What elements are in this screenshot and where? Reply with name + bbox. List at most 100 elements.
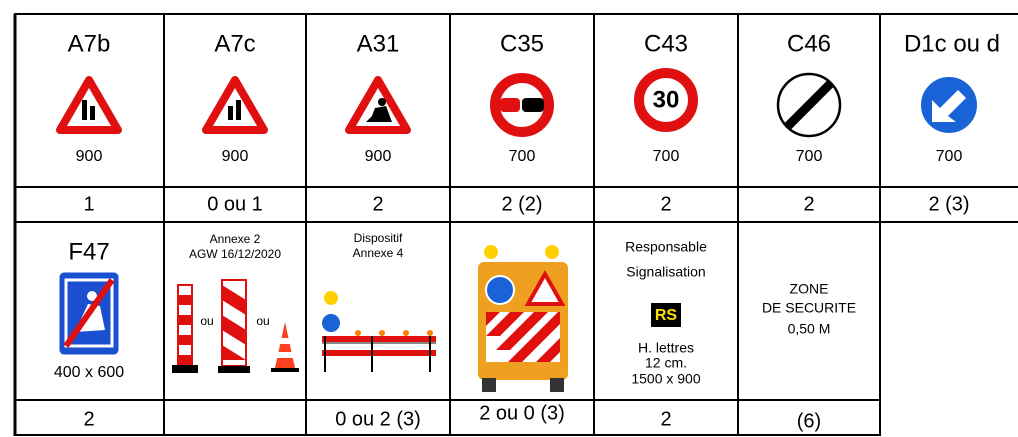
cell-text: 2 [83,408,94,430]
rule [783,79,835,131]
cell-text: 700 [653,148,680,165]
icon-part [484,245,498,259]
speed-limit: 30 [653,86,680,113]
cell-text: 0 ou 2 (3) [335,408,421,430]
cell-text: F47 [68,238,109,265]
icon-part [322,350,436,356]
cell-text: 0,50 M [788,321,831,337]
icon-part [236,100,241,120]
icon-part [275,322,295,368]
cell-text: C43 [644,30,688,57]
cell-text: DE SECURITE [762,300,856,316]
icon-part [524,269,566,306]
icon-part [178,335,192,345]
signal-truck [478,245,568,392]
cell-text: 2 [803,193,814,215]
icon-part [87,291,97,301]
icon-part [178,315,192,325]
beacons [172,279,299,373]
icon-part [228,106,233,120]
icon-part [378,98,386,106]
cell-text: 2 (2) [501,193,542,215]
cell-text: A31 [357,30,400,57]
table-grid [13,13,1018,436]
icon-part [202,76,268,134]
icon-part [403,330,409,336]
icon-part [56,76,122,134]
icon-part [634,68,698,132]
cell-text: C35 [500,30,544,57]
icon-part [322,336,436,342]
icon-part [271,368,299,372]
cell-text: 2 [372,193,383,215]
rule [63,278,115,348]
cell-text: Annexe 4 [353,246,404,260]
sign-c46 [776,72,842,138]
cell-text: RS [655,307,678,324]
icon-part [550,378,564,392]
icon-part [482,378,496,392]
cell-text: ZONE [790,281,829,297]
sign-f47 [56,269,122,358]
cell-text: 400 x 600 [54,364,124,381]
icon-part [485,275,515,305]
icon-part [345,76,411,134]
icon-part [90,106,95,120]
cell-text: 900 [76,148,103,165]
icon-part [427,330,433,336]
icon-part [486,312,560,362]
sign-a7b [56,76,122,134]
sign-a7c [202,76,268,134]
cell-text: (6) [797,410,821,432]
cell-text: Dispositif [354,231,403,245]
icon-part [178,295,192,305]
cell-text: 900 [365,148,392,165]
cell-text: ou [256,314,269,328]
icon-part [322,342,436,344]
cell-text: 2 (3) [928,193,969,215]
sign-a31 [345,76,411,134]
icon-part [279,338,291,344]
cell-text: 2 ou 0 (3) [479,402,565,424]
cell-text: 2 [660,193,671,215]
cell-text: D1c ou d [904,30,1000,57]
cell-text: 2 [660,408,671,430]
icon-part [320,312,342,334]
cell-text: Responsable [625,239,707,255]
cell-text: 1500 x 900 [631,371,700,387]
icon-part [522,98,544,112]
icon-part [178,355,192,365]
icon-part [545,245,559,259]
icon-part [324,291,338,305]
cell-text: 0 ou 1 [207,193,263,215]
icon-part [218,366,250,373]
cell-text: ou [200,314,213,328]
cell-text: H. lettres [638,340,694,356]
icon-part [932,90,966,122]
icon-part [366,106,392,122]
cell-text: 1 [83,193,94,215]
barrier-device [320,291,436,372]
icon-part [82,100,87,120]
icon-part [500,98,520,112]
cell-text: 700 [796,148,823,165]
cell-text: AGW 16/12/2020 [189,247,281,261]
cell-text: 12 cm. [645,355,687,371]
cell-text: Annexe 2 [210,232,261,246]
cell-text: 700 [509,148,536,165]
cell-text: 700 [936,148,963,165]
cell-text: A7c [214,30,255,57]
icon-part [277,352,293,358]
icon-part [222,285,246,360]
cell-text: 900 [222,148,249,165]
cell-text: C46 [787,30,831,57]
rs-badge [651,303,681,327]
icon-part [172,365,198,373]
icon-part [355,330,361,336]
sign-c35 [490,73,554,137]
cell-text: Signalisation [626,264,705,280]
icon-part [379,330,385,336]
sign-d1c [919,75,979,135]
